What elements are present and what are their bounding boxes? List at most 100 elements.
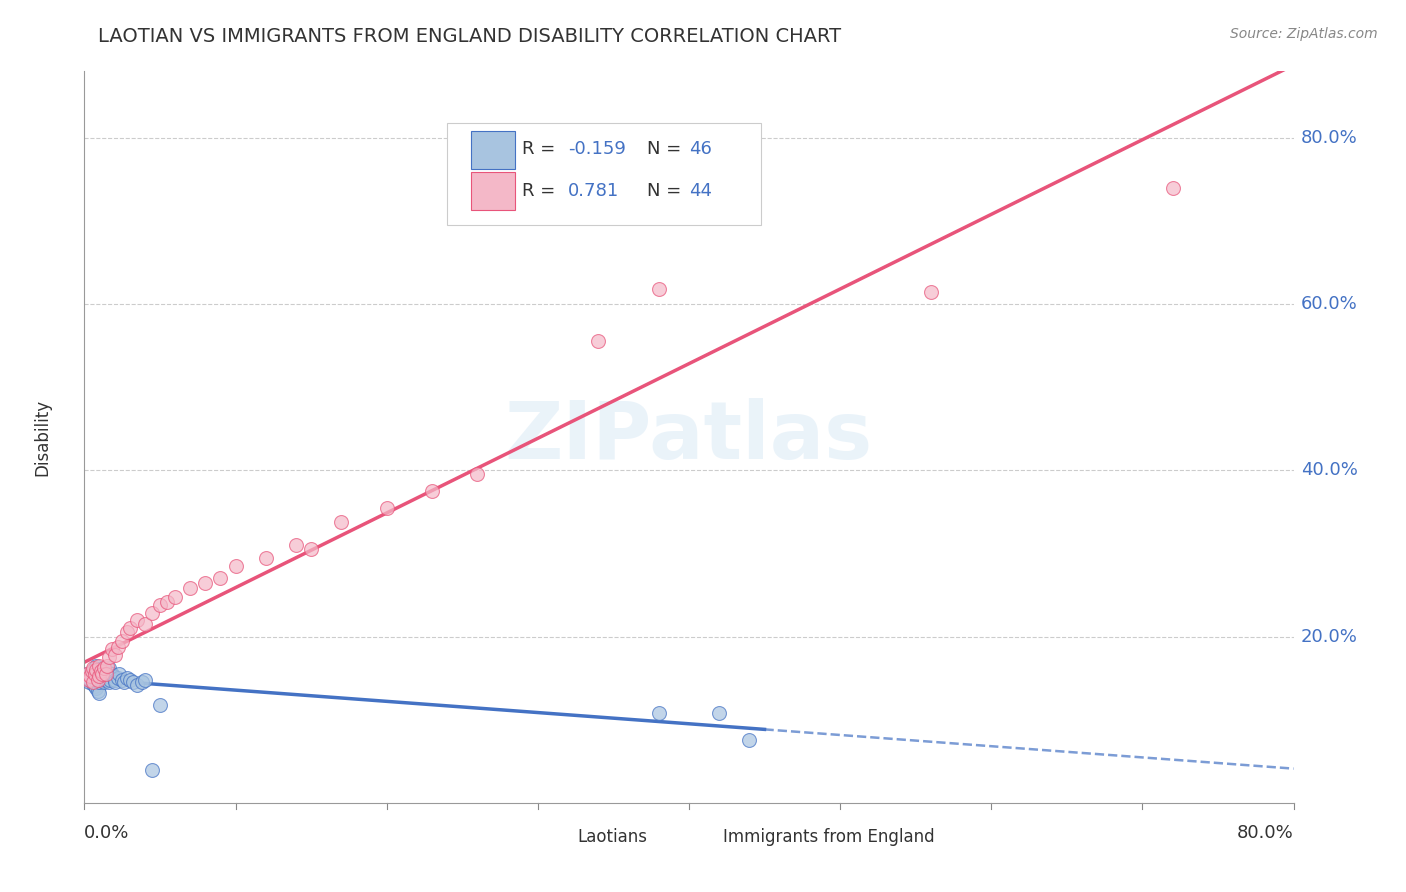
Point bbox=[118, 621, 141, 635]
Point bbox=[285, 538, 308, 552]
Point bbox=[82, 675, 104, 690]
FancyBboxPatch shape bbox=[541, 825, 572, 848]
Text: 46: 46 bbox=[689, 140, 711, 159]
Text: Disability: Disability bbox=[32, 399, 51, 475]
Text: 80.0%: 80.0% bbox=[1237, 823, 1294, 841]
Text: 20.0%: 20.0% bbox=[1301, 628, 1358, 646]
Point bbox=[84, 661, 107, 675]
Text: ZIPatlas: ZIPatlas bbox=[505, 398, 873, 476]
Text: 80.0%: 80.0% bbox=[1301, 128, 1358, 147]
Point bbox=[96, 669, 118, 683]
Point bbox=[101, 669, 124, 683]
Point bbox=[91, 671, 114, 685]
Point bbox=[112, 675, 135, 690]
Point bbox=[93, 667, 115, 681]
Point bbox=[87, 683, 110, 698]
Point bbox=[127, 613, 149, 627]
Point bbox=[209, 571, 232, 585]
Point bbox=[86, 663, 108, 677]
FancyBboxPatch shape bbox=[686, 825, 718, 848]
Text: Immigrants from England: Immigrants from England bbox=[723, 828, 935, 847]
Point bbox=[165, 590, 187, 604]
Point bbox=[920, 285, 942, 299]
Point bbox=[76, 667, 98, 681]
Text: LAOTIAN VS IMMIGRANTS FROM ENGLAND DISABILITY CORRELATION CHART: LAOTIAN VS IMMIGRANTS FROM ENGLAND DISAB… bbox=[98, 27, 842, 45]
Point bbox=[79, 669, 101, 683]
Point bbox=[89, 686, 111, 700]
Point bbox=[80, 665, 103, 679]
Point bbox=[96, 665, 118, 679]
Text: N =: N = bbox=[647, 182, 686, 200]
Text: Laotians: Laotians bbox=[578, 828, 648, 847]
Text: N =: N = bbox=[647, 140, 686, 159]
Point bbox=[1161, 180, 1184, 194]
Point bbox=[93, 661, 115, 675]
Point bbox=[104, 675, 127, 690]
Point bbox=[84, 680, 107, 694]
Text: 60.0%: 60.0% bbox=[1301, 295, 1358, 313]
Text: R =: R = bbox=[522, 182, 561, 200]
Point bbox=[131, 675, 153, 690]
Text: -0.159: -0.159 bbox=[568, 140, 626, 159]
Point bbox=[84, 667, 107, 681]
Point bbox=[93, 675, 115, 690]
Point bbox=[89, 665, 111, 679]
Point bbox=[89, 658, 111, 673]
Point bbox=[134, 673, 156, 687]
Point bbox=[87, 663, 110, 677]
Point bbox=[89, 675, 111, 690]
Point bbox=[87, 673, 110, 687]
Point bbox=[89, 669, 111, 683]
Point bbox=[127, 678, 149, 692]
Point bbox=[108, 667, 131, 681]
Point bbox=[588, 334, 610, 349]
Point bbox=[121, 675, 143, 690]
Point bbox=[648, 282, 671, 296]
Point bbox=[100, 642, 122, 657]
Point bbox=[104, 648, 127, 662]
Text: 0.781: 0.781 bbox=[568, 182, 619, 200]
Point bbox=[97, 650, 120, 665]
Point bbox=[107, 671, 129, 685]
Text: 40.0%: 40.0% bbox=[1301, 461, 1358, 479]
Point bbox=[82, 677, 104, 691]
Point bbox=[375, 500, 398, 515]
Point bbox=[91, 661, 114, 675]
Point bbox=[94, 667, 117, 681]
Point bbox=[299, 542, 322, 557]
Point bbox=[90, 673, 112, 687]
Point bbox=[254, 550, 277, 565]
Text: 44: 44 bbox=[689, 182, 711, 200]
Point bbox=[82, 665, 104, 679]
Point bbox=[115, 671, 138, 685]
Point bbox=[107, 640, 129, 654]
Point bbox=[90, 667, 112, 681]
Point bbox=[111, 673, 134, 687]
Point bbox=[82, 661, 104, 675]
Point bbox=[194, 575, 217, 590]
Point bbox=[115, 625, 138, 640]
Text: Source: ZipAtlas.com: Source: ZipAtlas.com bbox=[1230, 27, 1378, 41]
FancyBboxPatch shape bbox=[471, 131, 515, 169]
Point bbox=[141, 607, 163, 621]
Point bbox=[96, 658, 118, 673]
Point bbox=[141, 763, 163, 777]
Point bbox=[91, 667, 114, 681]
Point bbox=[118, 673, 141, 687]
Point bbox=[104, 673, 127, 687]
Text: 0.0%: 0.0% bbox=[84, 823, 129, 841]
Point bbox=[94, 673, 117, 687]
FancyBboxPatch shape bbox=[447, 122, 762, 225]
Point bbox=[80, 669, 103, 683]
Point bbox=[420, 484, 443, 499]
Point bbox=[90, 665, 112, 679]
Point bbox=[86, 681, 108, 695]
Point bbox=[179, 582, 201, 596]
Point bbox=[100, 667, 122, 681]
Point bbox=[225, 558, 247, 573]
Point bbox=[79, 673, 101, 687]
Point bbox=[149, 698, 172, 712]
Point bbox=[467, 467, 489, 482]
Point bbox=[86, 658, 108, 673]
Point bbox=[111, 633, 134, 648]
